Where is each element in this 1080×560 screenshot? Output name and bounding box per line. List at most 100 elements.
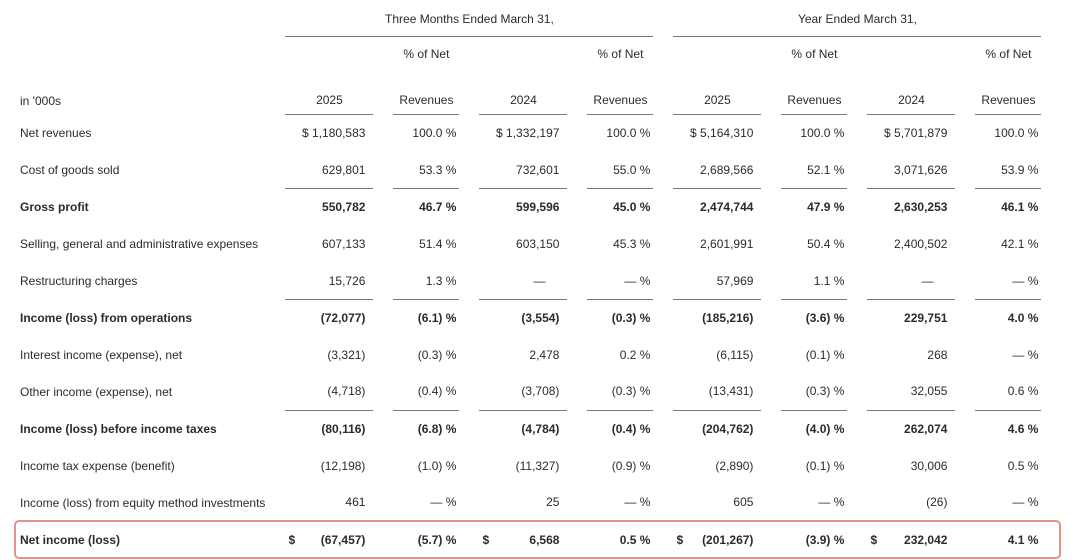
cell-value: (3,321) — [327, 347, 366, 362]
cell-value: $ 5,164,310 — [690, 126, 754, 141]
revenues-column-header: Revenues — [587, 71, 654, 115]
cell-percent: (6.8) % — [417, 422, 457, 437]
cell-percent: (0.3) % — [781, 373, 848, 411]
row-selling-general-and-administrative-expenses: Selling, general and administrative expe… — [20, 226, 1041, 263]
cell-amount: (67,457) — [320, 532, 366, 547]
cell-percent: 0.6 % — [975, 373, 1042, 411]
cell-percent: 45.3 % — [613, 237, 651, 252]
currency-symbol: $ — [870, 532, 878, 547]
cell-percent: 47.9 % — [807, 200, 845, 215]
income-statement-table: Three Months Ended March 31, Year Ended … — [0, 12, 1061, 558]
cell-percent: 4.1 % — [1007, 532, 1039, 547]
cell-percent: 4.0 % — [1007, 311, 1039, 326]
cell-percent: 0.2 % — [619, 347, 651, 362]
row-label: Income tax expense (benefit) — [20, 458, 175, 473]
cell-value: (4,718) — [285, 373, 374, 411]
cell-percent: (0.1) % — [805, 347, 845, 362]
cell-percent: (0.3) % — [611, 311, 651, 326]
pct-of-net-row: % of Net % of Net % of Net % of Net — [20, 37, 1041, 71]
cell-value: 599,596 — [516, 200, 560, 215]
cell-percent: — % — [587, 262, 654, 300]
cell-value: 25 — [479, 484, 568, 522]
cell-value: (3,708) — [479, 373, 568, 411]
group-header-row: Three Months Ended March 31, Year Ended … — [20, 12, 1042, 37]
row-net-income-loss: Net income (loss) $ (67,457) (5.7) % $6,568 0… — [20, 522, 1041, 559]
cell-value: 3,071,626 — [867, 152, 956, 190]
row-income-tax-expense-benefit: Income tax expense (benefit) (12,198) (1.0… — [20, 447, 1041, 484]
cell-percent: (5.7) % — [417, 532, 457, 547]
group-header-year: Year Ended March 31, — [673, 12, 1042, 37]
year-column-header: 2025 — [673, 71, 762, 115]
row-other-income-expense-net: Other income (expense), net (4,718) (0.4) … — [20, 373, 1042, 411]
row-interest-income-expense-net: Interest income (expense), net (3,321) (0.… — [20, 337, 1041, 374]
cell-percent: (1.0) % — [417, 458, 457, 473]
cell-percent: — % — [781, 484, 848, 522]
cell-percent: 51.4 % — [419, 237, 457, 252]
currency-symbol: $ — [676, 532, 684, 547]
spacer — [20, 37, 265, 71]
cell-value: — — [479, 262, 568, 300]
cell-value: 461 — [285, 484, 374, 522]
cell-value: 262,074 — [904, 422, 948, 437]
cell-percent: (0.1) % — [805, 458, 845, 473]
currency-symbol: $ — [482, 532, 490, 547]
cell-value: 2,400,502 — [894, 237, 948, 252]
cell-percent: 100.0 % — [994, 126, 1039, 141]
row-label: Cost of goods sold — [20, 163, 120, 178]
cell-percent: 45.0 % — [613, 200, 651, 215]
pct-of-net-header: % of Net — [985, 47, 1032, 61]
cell-percent: 46.7 % — [419, 200, 457, 215]
row-label: Other income (expense), net — [20, 384, 173, 399]
row-net-revenues: Net revenues $ 1,180,583 100.0 % $ 1,332,19… — [20, 115, 1041, 152]
cell-value: 2,689,566 — [673, 152, 762, 190]
cell-value: $ 5,701,879 — [884, 126, 948, 141]
pct-of-net-header: % of Net — [597, 47, 644, 61]
cell-value: 15,726 — [285, 262, 374, 300]
cell-value: 603,150 — [516, 237, 560, 252]
cell-value: (26) — [867, 484, 956, 522]
cell-value: (4,784) — [521, 422, 560, 437]
cell-value: (72,077) — [320, 311, 366, 326]
row-label: Interest income (expense), net — [20, 347, 183, 362]
cell-value: (185,216) — [702, 311, 754, 326]
row-label: Income (loss) from operations — [20, 311, 193, 326]
row-label: Restructuring charges — [20, 274, 138, 289]
cell-value: (80,116) — [321, 422, 366, 437]
row-label: Gross profit — [20, 200, 89, 215]
row-label: Income (loss) from equity method investm… — [20, 495, 266, 510]
cell-percent: (3.6) % — [805, 311, 845, 326]
cell-value: 607,133 — [322, 237, 366, 252]
pct-of-net-header: % of Net — [791, 47, 838, 61]
cell-percent: (0.9) % — [611, 458, 651, 473]
cell-percent: 100.0 % — [800, 126, 845, 141]
cell-value: (6,115) — [716, 347, 754, 362]
cell-percent: 1.3 % — [393, 262, 460, 300]
row-income-loss-from-equity-method-investments: Income (loss) from equity method investm… — [20, 484, 1042, 522]
revenues-column-header: Revenues — [781, 71, 848, 115]
cell-percent: 55.0 % — [587, 152, 654, 190]
cell-percent: (0.3) % — [417, 347, 457, 362]
group-header-three-months: Three Months Ended March 31, — [285, 12, 654, 37]
spacer — [285, 37, 373, 71]
cell-value: (12,198) — [320, 458, 366, 473]
column-header-row: in '000s 2025 Revenues 2024 Revenues 202… — [20, 71, 1042, 115]
cell-value: $ 1,180,583 — [302, 126, 366, 141]
cell-percent: 53.3 % — [393, 152, 460, 190]
cell-percent: 0.5 % — [1007, 458, 1039, 473]
cell-percent: — % — [393, 484, 460, 522]
cell-value: (2,890) — [715, 458, 754, 473]
year-column-header: 2024 — [479, 71, 568, 115]
year-column-header: 2024 — [867, 71, 956, 115]
cell-value: 32,055 — [867, 373, 956, 411]
row-gross-profit: Gross profit 550,782 46.7 % 599,596 45.0 % 2,… — [20, 189, 1041, 226]
cell-value: 605 — [673, 484, 762, 522]
cell-percent: (0.4) % — [611, 422, 651, 437]
cell-percent: — % — [975, 484, 1042, 522]
spacer — [673, 37, 761, 71]
cell-value: $ (67,457) — [285, 522, 373, 559]
cell-value: 229,751 — [904, 311, 948, 326]
row-label: Net income (loss) — [20, 532, 121, 547]
cell-percent: 52.1 % — [781, 152, 848, 190]
row-restructuring-charges: Restructuring charges 15,726 1.3 % — — % 57,9… — [20, 262, 1042, 300]
